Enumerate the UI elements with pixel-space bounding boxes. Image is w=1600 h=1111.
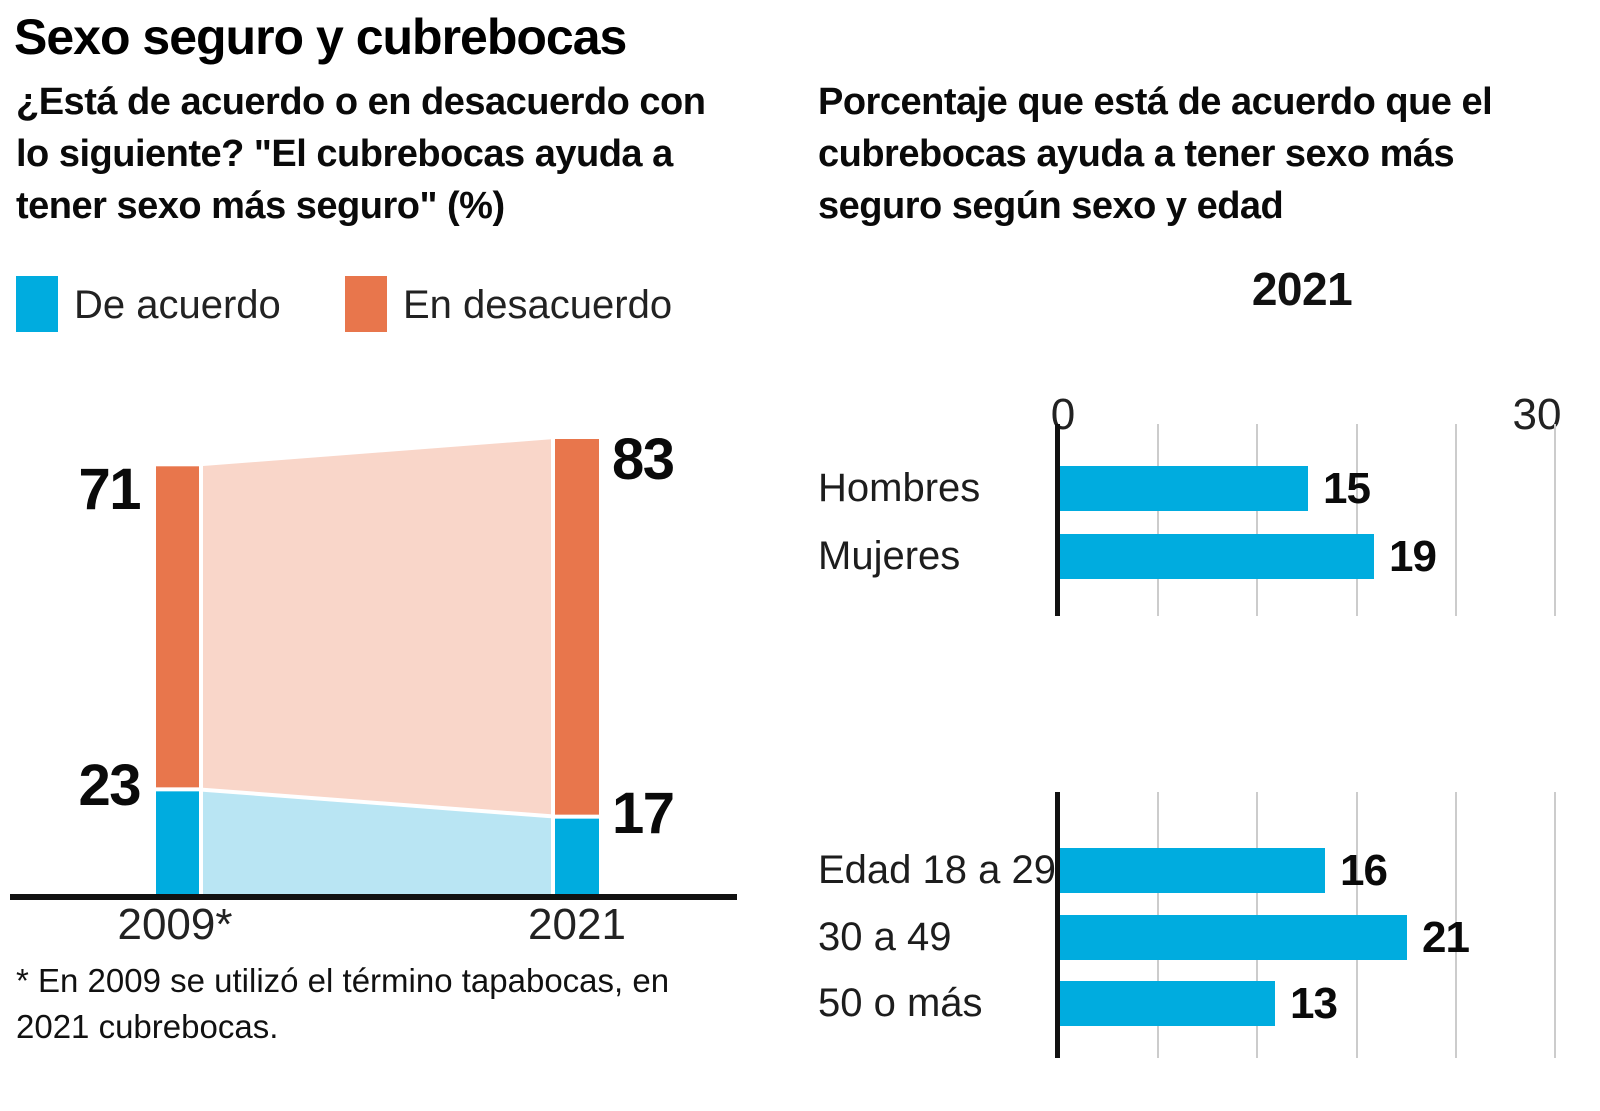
value-label: 21 (1422, 913, 1470, 962)
right-title-line-1: Porcentaje que está de acuerdo que el (818, 81, 1493, 123)
value-label: 15 (1323, 464, 1371, 513)
page-title: Sexo seguro y cubrebocas (14, 9, 627, 65)
bar-30 a 49 (1060, 915, 1407, 960)
gridline-30 (1554, 424, 1556, 616)
value-label: 19 (1389, 532, 1437, 581)
subtitle-line-2: lo siguiente? "El cubrebocas ayuda a (16, 133, 673, 175)
category-label: Edad 18 a 29 (818, 848, 1056, 892)
bar-2009-de-acuerdo (156, 791, 199, 894)
bar-Hombres (1060, 466, 1308, 511)
axis-label-max: 30 (1512, 390, 1562, 439)
right-title-line-3: seguro según sexo y edad (818, 185, 1284, 227)
gridline-24 (1454, 424, 1457, 616)
value-label: 16 (1340, 846, 1388, 895)
gridline-24 (1454, 792, 1457, 1058)
subtitle-line-1: ¿Está de acuerdo o en desacuerdo con (16, 81, 706, 123)
category-label: 30 a 49 (818, 915, 952, 959)
value-2021-en-desacuerdo: 83 (612, 427, 675, 492)
value-2009-de-acuerdo: 23 (78, 753, 141, 818)
bar-Mujeres (1060, 534, 1374, 579)
legend-label-en-desacuerdo: En desacuerdo (403, 283, 673, 327)
year-heading: 2021 (1251, 263, 1353, 315)
legend-swatch-de-acuerdo (16, 276, 58, 332)
value-2009-en-desacuerdo: 71 (78, 457, 141, 522)
value-2021-de-acuerdo: 17 (612, 781, 675, 846)
legend-label-de-acuerdo: De acuerdo (74, 283, 281, 327)
category-label: Mujeres (818, 534, 961, 578)
category-label: 50 o más (818, 981, 983, 1025)
area-de-acuerdo (203, 791, 551, 894)
gridline-18 (1355, 424, 1358, 616)
bar-2021-de-acuerdo (555, 818, 599, 894)
value-label: 13 (1290, 979, 1338, 1028)
gridline-6 (1157, 424, 1160, 616)
axis-label-min: 0 (1050, 390, 1076, 439)
bar-Edad 18 a 29 (1060, 848, 1325, 893)
slope-chart-svg (10, 439, 737, 900)
left-chart-subtitle: ¿Está de acuerdo o en desacuerdo con lo … (16, 76, 706, 232)
legend-swatch-en-desacuerdo (345, 276, 387, 332)
y-axis-line (1055, 424, 1060, 616)
gridline-30 (1554, 792, 1556, 1058)
bar-2009-en-desacuerdo (156, 466, 199, 788)
footnote: * En 2009 se utilizó el término tapaboca… (16, 958, 669, 1050)
footnote-line-2: 2021 cubrebocas. (16, 1008, 279, 1045)
right-chart-title: Porcentaje que está de acuerdo que el cu… (818, 76, 1493, 232)
x-label-2021: 2021 (528, 900, 626, 949)
footnote-line-1: * En 2009 se utilizó el término tapaboca… (16, 962, 670, 999)
x-label-2009: 2009* (117, 900, 233, 949)
gridline-12 (1256, 424, 1259, 616)
bar-50 o más (1060, 981, 1275, 1026)
x-axis-baseline (10, 894, 737, 900)
subtitle-line-3: tener sexo más seguro" (%) (16, 185, 505, 227)
bar-2021-en-desacuerdo (555, 439, 599, 815)
category-label: Hombres (818, 466, 981, 510)
area-en-desacuerdo (203, 439, 551, 815)
right-title-line-2: cubrebocas ayuda a tener sexo más (818, 133, 1455, 175)
y-axis-line (1055, 792, 1060, 1058)
